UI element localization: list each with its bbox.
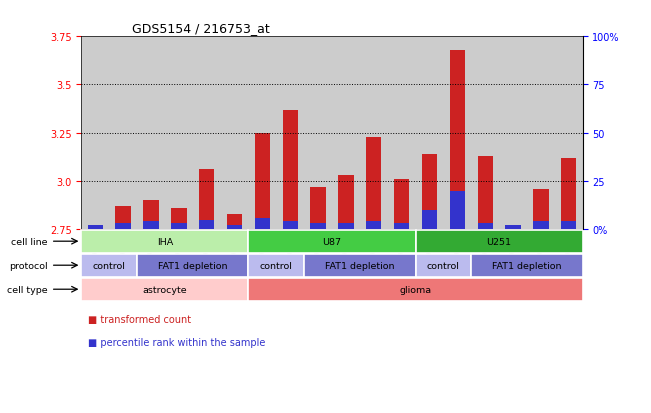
Text: control: control [260, 261, 293, 270]
Bar [311, 187, 326, 230]
Bar [81, 230, 249, 253]
Bar [366, 137, 381, 230]
Bar [143, 222, 159, 230]
Bar [304, 254, 415, 277]
Bar [415, 254, 471, 277]
Text: control: control [93, 261, 126, 270]
Bar [415, 230, 583, 253]
Text: control: control [427, 261, 460, 270]
Bar [311, 224, 326, 230]
Bar [249, 254, 304, 277]
Bar [394, 224, 409, 230]
Bar [88, 226, 103, 230]
Bar [199, 220, 214, 230]
Bar [171, 209, 186, 230]
Text: GDS5154 / 216753_at: GDS5154 / 216753_at [132, 21, 270, 35]
Bar [283, 110, 298, 230]
Bar [115, 224, 131, 230]
Bar [478, 157, 493, 230]
Bar [339, 176, 353, 230]
Bar [505, 226, 521, 230]
Text: cell line: cell line [12, 237, 48, 246]
Text: glioma: glioma [400, 285, 432, 294]
Text: FAT1 depletion: FAT1 depletion [158, 261, 227, 270]
Text: U251: U251 [486, 237, 512, 246]
Text: FAT1 depletion: FAT1 depletion [492, 261, 562, 270]
Text: U87: U87 [322, 237, 342, 246]
Bar [561, 159, 576, 230]
Bar [115, 206, 131, 230]
Bar [81, 254, 137, 277]
Bar [339, 224, 353, 230]
Bar [561, 222, 576, 230]
Bar [199, 170, 214, 230]
Bar [533, 189, 549, 230]
Bar [171, 224, 186, 230]
Bar [255, 218, 270, 230]
Text: ■ percentile rank within the sample: ■ percentile rank within the sample [88, 337, 265, 347]
Bar [81, 278, 249, 301]
Bar [450, 51, 465, 230]
Bar [471, 254, 583, 277]
Bar [227, 214, 242, 230]
Bar [366, 222, 381, 230]
Bar [422, 154, 437, 230]
Bar [249, 230, 415, 253]
Bar [143, 201, 159, 230]
Bar [227, 226, 242, 230]
Bar [478, 224, 493, 230]
Bar [505, 228, 521, 230]
Bar [88, 228, 103, 230]
Bar [283, 222, 298, 230]
Bar [394, 180, 409, 230]
Bar [137, 254, 249, 277]
Text: ■ transformed count: ■ transformed count [88, 314, 191, 324]
Bar [450, 191, 465, 230]
Text: IHA: IHA [157, 237, 173, 246]
Text: astrocyte: astrocyte [143, 285, 187, 294]
Text: cell type: cell type [7, 285, 48, 294]
Bar [255, 133, 270, 230]
Text: protocol: protocol [9, 261, 48, 270]
Bar [249, 278, 583, 301]
Text: FAT1 depletion: FAT1 depletion [325, 261, 395, 270]
Bar [422, 210, 437, 230]
Bar [533, 222, 549, 230]
